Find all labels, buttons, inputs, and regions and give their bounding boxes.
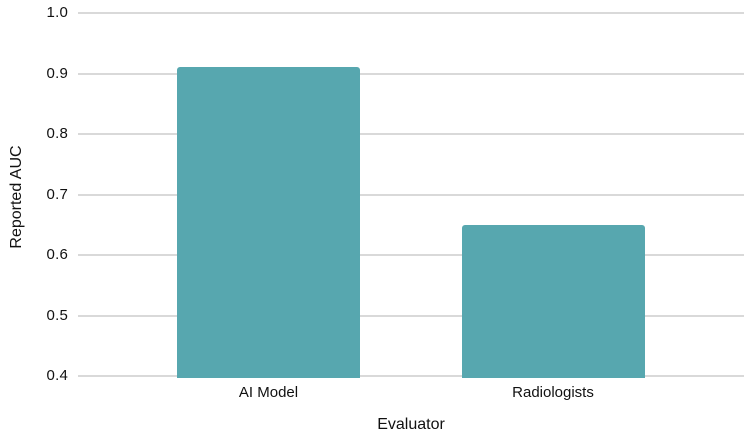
y-tick-label: 0.7 <box>46 185 68 203</box>
y-tick-label: 0.6 <box>46 246 68 263</box>
gridline <box>78 254 744 256</box>
x-tick-label: AI Model <box>238 384 299 401</box>
y-tick-label: 0.4 <box>46 367 68 384</box>
bar-ai-model <box>177 67 360 378</box>
gridline <box>78 193 744 196</box>
gridline <box>78 314 744 317</box>
bar-radiologists <box>461 224 645 378</box>
plot-area <box>78 12 744 378</box>
gridline <box>78 12 744 14</box>
y-tick-label: 0.5 <box>46 306 68 324</box>
y-tick-label: 0.9 <box>46 64 68 82</box>
gridline <box>78 72 744 75</box>
gridline <box>78 375 744 377</box>
x-tick-label: Radiologists <box>512 384 594 401</box>
x-axis-title: Evaluator <box>377 416 445 433</box>
gridline <box>78 133 744 135</box>
y-tick-label: 1.0 <box>46 4 68 21</box>
y-tick-label: 0.8 <box>46 125 68 142</box>
